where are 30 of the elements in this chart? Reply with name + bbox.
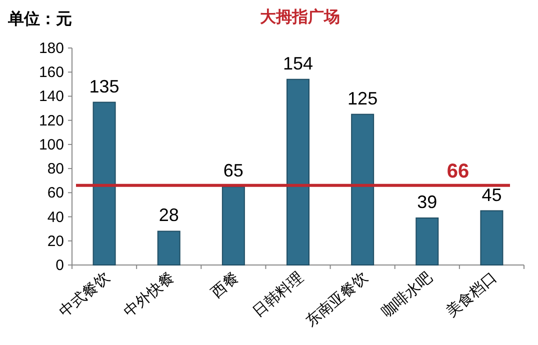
data-label: 135 [89, 76, 120, 96]
ref-line-label: 66 [446, 160, 470, 182]
data-label: 45 [482, 184, 502, 205]
y-tick-label: 20 [47, 232, 64, 250]
x-tick-label: 西餐 [208, 269, 242, 302]
y-tick-label: 160 [38, 64, 64, 82]
bar [222, 186, 245, 266]
y-tick-label: 40 [47, 208, 64, 226]
x-tick-label: 中外快餐 [120, 269, 178, 321]
bar [351, 114, 374, 266]
data-label: 39 [417, 192, 438, 212]
bar [92, 102, 116, 266]
y-tick-label: 60 [47, 184, 64, 202]
x-tick-label: 美食档口 [443, 269, 500, 321]
chart-title: 大拇指广场 [260, 8, 340, 26]
data-label: 65 [223, 160, 244, 181]
y-tick-label: 120 [38, 112, 64, 130]
y-tick-label: 80 [47, 160, 64, 178]
y-axis-title: 单位：元 [7, 10, 72, 28]
y-tick-label: 140 [38, 88, 64, 106]
data-label: 154 [282, 53, 314, 74]
bar [480, 210, 504, 266]
bar [286, 78, 310, 266]
y-tick-label: 180 [38, 40, 64, 57]
x-tick-label: 咖啡水吧 [378, 269, 436, 321]
data-label: 125 [348, 88, 378, 108]
data-label: 28 [158, 205, 179, 226]
bar [416, 217, 439, 266]
y-tick-label: 100 [38, 136, 64, 154]
bar [157, 230, 180, 266]
